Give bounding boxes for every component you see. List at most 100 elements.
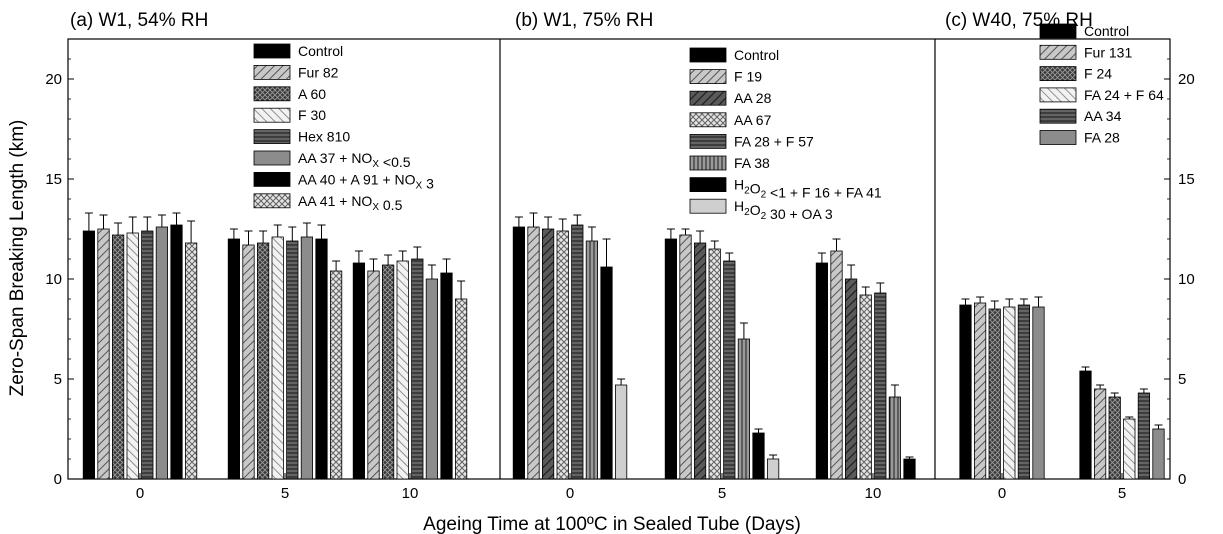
bar [1137, 392, 1150, 480]
bar [859, 294, 872, 480]
legend-swatch [253, 193, 291, 209]
bar [184, 242, 198, 480]
bar [381, 264, 395, 480]
legend-entry: H2O2 30 + OA 3 [734, 198, 833, 222]
legend-entry: AA 41 + NOX 0.5 [298, 193, 403, 213]
bar [1152, 428, 1165, 480]
bar [527, 226, 540, 480]
legend-swatch [1039, 66, 1077, 81]
bar [694, 242, 707, 480]
legend-swatch [1039, 130, 1077, 145]
bar [141, 230, 154, 480]
bar [974, 302, 987, 480]
x-tick-label: 5 [281, 485, 289, 502]
x-tick-label: 5 [718, 485, 726, 502]
bar [242, 244, 255, 480]
legend-entry: Hex 810 [298, 129, 350, 145]
legend-swatch [253, 86, 291, 102]
legend-swatch [689, 112, 727, 128]
bar [1079, 370, 1092, 480]
y-tick-label-right: 15 [1178, 171, 1195, 188]
bar [82, 230, 95, 480]
legend-entry: Fur 82 [298, 64, 339, 80]
legend-swatch [253, 129, 291, 145]
y-tick-label: 5 [54, 371, 62, 388]
bar [126, 232, 139, 480]
bar [329, 270, 343, 480]
bar [815, 262, 829, 480]
bar [752, 432, 765, 480]
legend-swatch [689, 69, 727, 84]
legend-swatch [689, 90, 727, 106]
legend-swatch [689, 47, 727, 63]
bar [585, 240, 599, 480]
bar [1094, 388, 1107, 480]
legend-entry: FA 28 + F 57 [734, 133, 814, 149]
bar [737, 338, 751, 480]
bar [767, 458, 780, 480]
legend-swatch [689, 198, 727, 214]
bar [1017, 304, 1031, 480]
y-axis-label: Zero-Span Breaking Length (km) [7, 120, 28, 397]
legend-swatch [253, 65, 291, 80]
bar [903, 458, 916, 480]
bar [440, 272, 453, 480]
legend-entry: A 60 [298, 86, 326, 102]
panel-title: (a) W1, 54% RH [70, 10, 208, 31]
legend-swatch [1039, 108, 1077, 124]
legend-entry: F 30 [298, 107, 326, 123]
bar [1108, 396, 1121, 480]
bar [723, 260, 736, 480]
bar [425, 278, 439, 480]
bar [367, 270, 380, 480]
bar [512, 226, 526, 480]
legend-swatch [253, 150, 291, 166]
legend-entry: FA 24 + F 64 [1084, 87, 1164, 103]
x-tick-label: 10 [402, 485, 419, 502]
bar [542, 228, 555, 480]
chart-marks: 0 0 5 5 10 10 15 15 20 20 0 5 10 Control Fur 82 A 60 F 3… [45, 23, 1194, 502]
bar [556, 230, 569, 480]
panel-b: (b) W1, 75% RH [515, 10, 653, 31]
y-tick-label: 20 [45, 71, 62, 88]
bar [256, 242, 270, 480]
bar [315, 238, 328, 480]
legend-swatch [1039, 87, 1077, 103]
bar [959, 304, 972, 480]
bar [411, 258, 424, 480]
panel-a: (a) W1, 54% RH [70, 10, 208, 31]
bar [97, 228, 110, 480]
y-tick-label: 15 [45, 171, 62, 188]
legend-entry: AA 28 [734, 90, 772, 106]
bar [271, 236, 284, 480]
y-tick-label-right: 5 [1178, 371, 1186, 388]
bar [679, 234, 692, 480]
legend-entry: AA 37 + NOX <0.5 [298, 150, 411, 170]
legend-swatch [689, 177, 727, 193]
legend-swatch [689, 133, 727, 149]
y-tick-label-right: 10 [1178, 271, 1195, 288]
legend-entry: Control [298, 43, 343, 59]
legend-entry: H2O2 <1 + F 16 + FA 41 [734, 177, 882, 201]
bar [170, 224, 183, 480]
x-axis-label: Ageing Time at 100ºC in Sealed Tube (Day… [423, 514, 801, 534]
x-tick-label: 0 [136, 485, 144, 502]
x-tick-label: 0 [998, 485, 1006, 502]
bar [352, 262, 366, 480]
legend-entry: AA 67 [734, 112, 772, 128]
legend-swatch [253, 171, 291, 187]
legend-entry: Control [1084, 23, 1129, 39]
bar [227, 238, 240, 480]
legend-entry: Fur 131 [1084, 44, 1132, 60]
panel-title: (b) W1, 75% RH [515, 10, 653, 31]
bar [615, 384, 628, 480]
legend-entry: AA 40 + A 91 + NOX 3 [298, 171, 434, 191]
bar [664, 238, 678, 480]
bar [1123, 418, 1136, 480]
y-tick-label-right: 20 [1178, 71, 1195, 88]
bar [571, 224, 584, 480]
bar [708, 248, 721, 480]
legend-entry: F 19 [734, 69, 762, 85]
legend-entry: Control [734, 47, 779, 63]
legend-swatch [1039, 44, 1077, 60]
